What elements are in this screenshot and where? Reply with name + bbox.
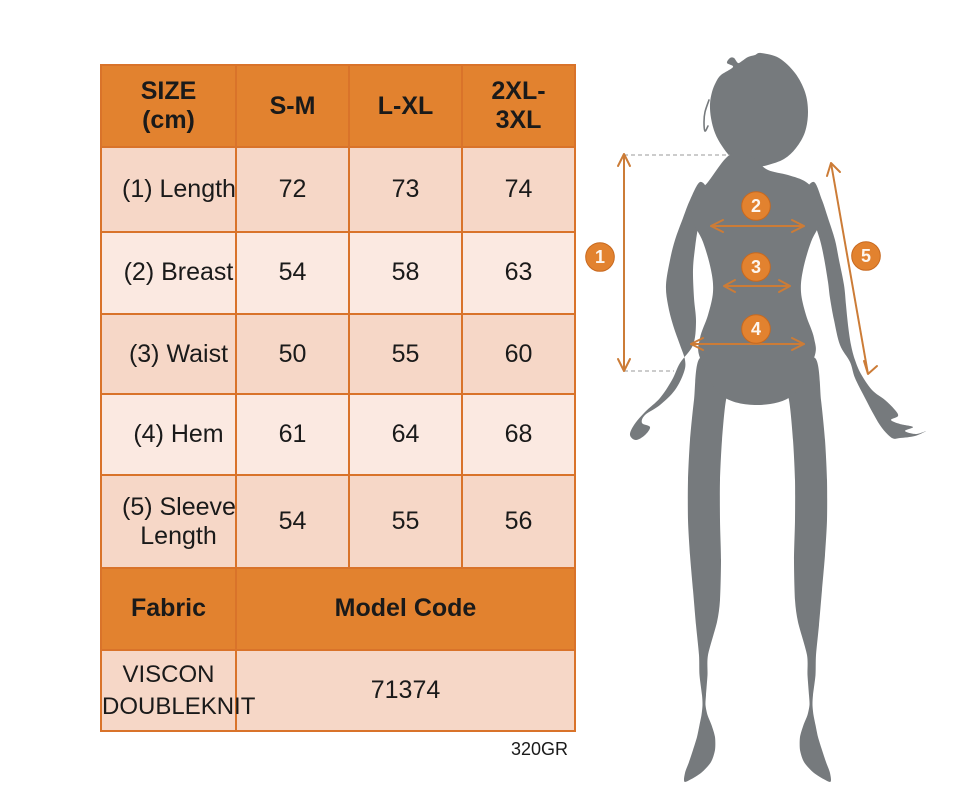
svg-text:4: 4 bbox=[751, 319, 761, 339]
svg-text:5: 5 bbox=[861, 246, 871, 266]
svg-text:1: 1 bbox=[595, 247, 605, 267]
svg-text:3: 3 bbox=[751, 257, 761, 277]
svg-text:2: 2 bbox=[751, 196, 761, 216]
